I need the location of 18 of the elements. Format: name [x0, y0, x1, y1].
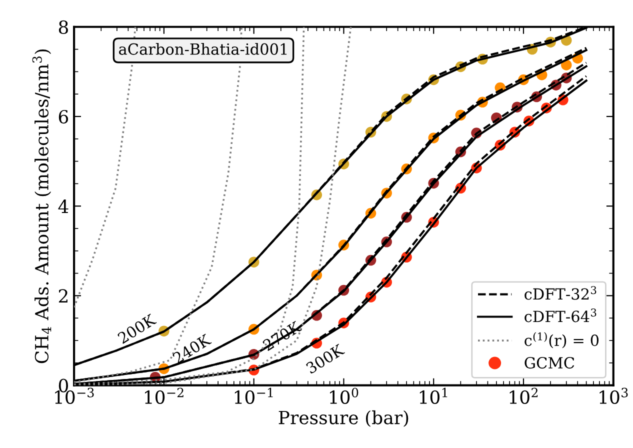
y-tick-label: 0: [58, 378, 68, 392]
x-tick-label: 10$^{0}$: [330, 388, 358, 404]
legend-label: cDFT-32$^{3}$: [524, 286, 596, 300]
y-tick-label: 2: [58, 289, 68, 303]
legend-label: GCMC: [524, 357, 574, 369]
x-tick-label: 10$^{−1}$: [234, 388, 273, 404]
y-axis-title: CH$_{4}$ Ads. Amount (molecules/nm$^{3}$): [32, 49, 52, 364]
y-tick-label: 4: [58, 200, 68, 213]
x-tick-label: 10$^{−2}$: [145, 388, 184, 404]
annotation: aCarbon-Bhatia-id001: [119, 43, 287, 55]
legend-label: cDFT-64$^{3}$: [524, 308, 596, 322]
x-tick-label: 10$^{1}$: [420, 388, 448, 404]
x-axis-title: Pressure (bar): [278, 410, 408, 427]
x-tick-label: 10$^{3}$: [600, 388, 628, 404]
legend-label: c$^{(1)}$(r) = 0: [524, 332, 599, 348]
x-tick-label: 10$^{2}$: [510, 388, 538, 404]
y-tick-label: 6: [58, 110, 68, 124]
y-tick-label: 8: [58, 20, 68, 34]
